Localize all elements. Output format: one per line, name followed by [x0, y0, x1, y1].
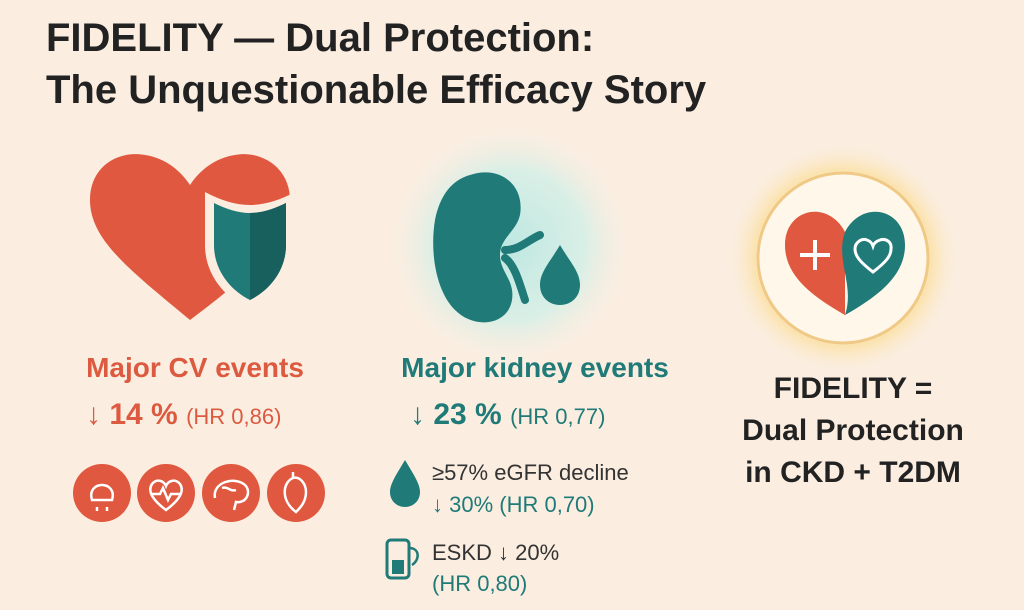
- drop-icon: [540, 245, 580, 305]
- skull-glyph: [90, 483, 114, 511]
- death-icon: [73, 464, 131, 522]
- shield-shade: [250, 203, 286, 300]
- heart-outline-icon: [853, 238, 893, 274]
- sub-outcome-label: ≥57% eGFR decline: [432, 460, 629, 485]
- summary-line: in CKD + T2DM: [745, 456, 961, 489]
- sub-outcome-result: ↓ 30% (HR 0,70): [432, 492, 595, 517]
- title-line: FIDELITY — Dual Protection:: [46, 16, 595, 60]
- dialysis-icon: [385, 538, 411, 580]
- summary-line: Dual Protection: [742, 414, 964, 447]
- reduction: ↓ 23 %: [410, 398, 502, 431]
- panel-stat: ↓ 23 % (HR 0,77): [410, 398, 605, 432]
- brain-glyph: [213, 479, 250, 511]
- dialysis-fill: [392, 560, 404, 574]
- summary-line: FIDELITY =: [773, 372, 933, 405]
- sub-outcome-result: (HR 0,80): [432, 571, 528, 596]
- half-heart-right: [842, 211, 905, 315]
- hazard-ratio: (HR 0,86): [186, 404, 282, 429]
- cv-icon-glyphs: [90, 472, 308, 514]
- egfr-drop-icon: [390, 460, 420, 507]
- cv-icons: [73, 464, 325, 522]
- plus-icon: [800, 240, 830, 270]
- sub-outcome-label: ESKD ↓ 20%: [432, 540, 560, 565]
- hazard-ratio: (HR 0,77): [510, 404, 606, 429]
- title-line: The Unquestionable Efficacy Story: [46, 68, 707, 112]
- dialysis-tube: [408, 546, 419, 567]
- reduction: ↓ 14 %: [86, 398, 178, 431]
- panel-heading: Major kidney events: [401, 352, 669, 383]
- panel-stat: ↓ 14 % (HR 0,86): [86, 398, 281, 432]
- kidney-ureter: [501, 231, 544, 304]
- panel-heading: Major CV events: [86, 352, 304, 383]
- organ-glyph: [283, 472, 308, 514]
- heart-failure-icon: [267, 464, 325, 522]
- stroke-icon: [202, 464, 260, 522]
- kidney-icon: [433, 172, 521, 323]
- kidney-glow: [385, 120, 635, 370]
- ecg-heart-glyph: [149, 479, 183, 512]
